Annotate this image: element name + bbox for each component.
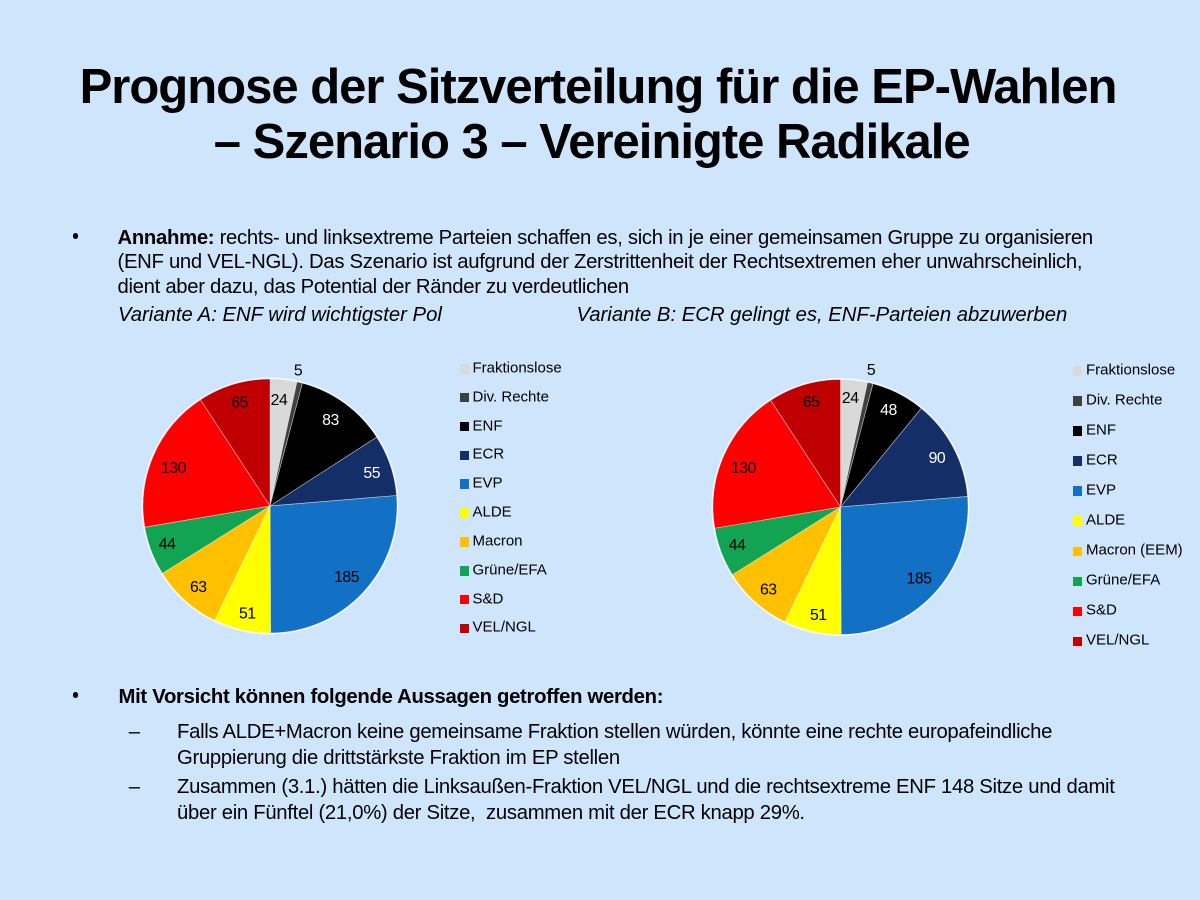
svg-text:5: 5: [867, 362, 876, 379]
svg-text:44: 44: [159, 536, 176, 553]
svg-text:5: 5: [294, 363, 303, 380]
svg-text:90: 90: [929, 450, 946, 467]
svg-text:55: 55: [363, 465, 380, 482]
svg-text:185: 185: [334, 569, 360, 586]
svg-text:24: 24: [271, 392, 288, 409]
svg-text:24: 24: [842, 390, 859, 407]
svg-text:51: 51: [810, 607, 827, 624]
svg-text:48: 48: [880, 402, 897, 419]
svg-text:63: 63: [760, 581, 777, 598]
svg-text:130: 130: [731, 460, 757, 477]
svg-text:51: 51: [239, 605, 256, 622]
svg-text:83: 83: [322, 412, 339, 429]
svg-text:65: 65: [803, 394, 820, 411]
svg-text:130: 130: [161, 460, 187, 477]
svg-text:63: 63: [190, 579, 207, 596]
svg-text:44: 44: [729, 537, 746, 554]
svg-text:65: 65: [231, 394, 248, 411]
svg-text:185: 185: [907, 571, 933, 588]
